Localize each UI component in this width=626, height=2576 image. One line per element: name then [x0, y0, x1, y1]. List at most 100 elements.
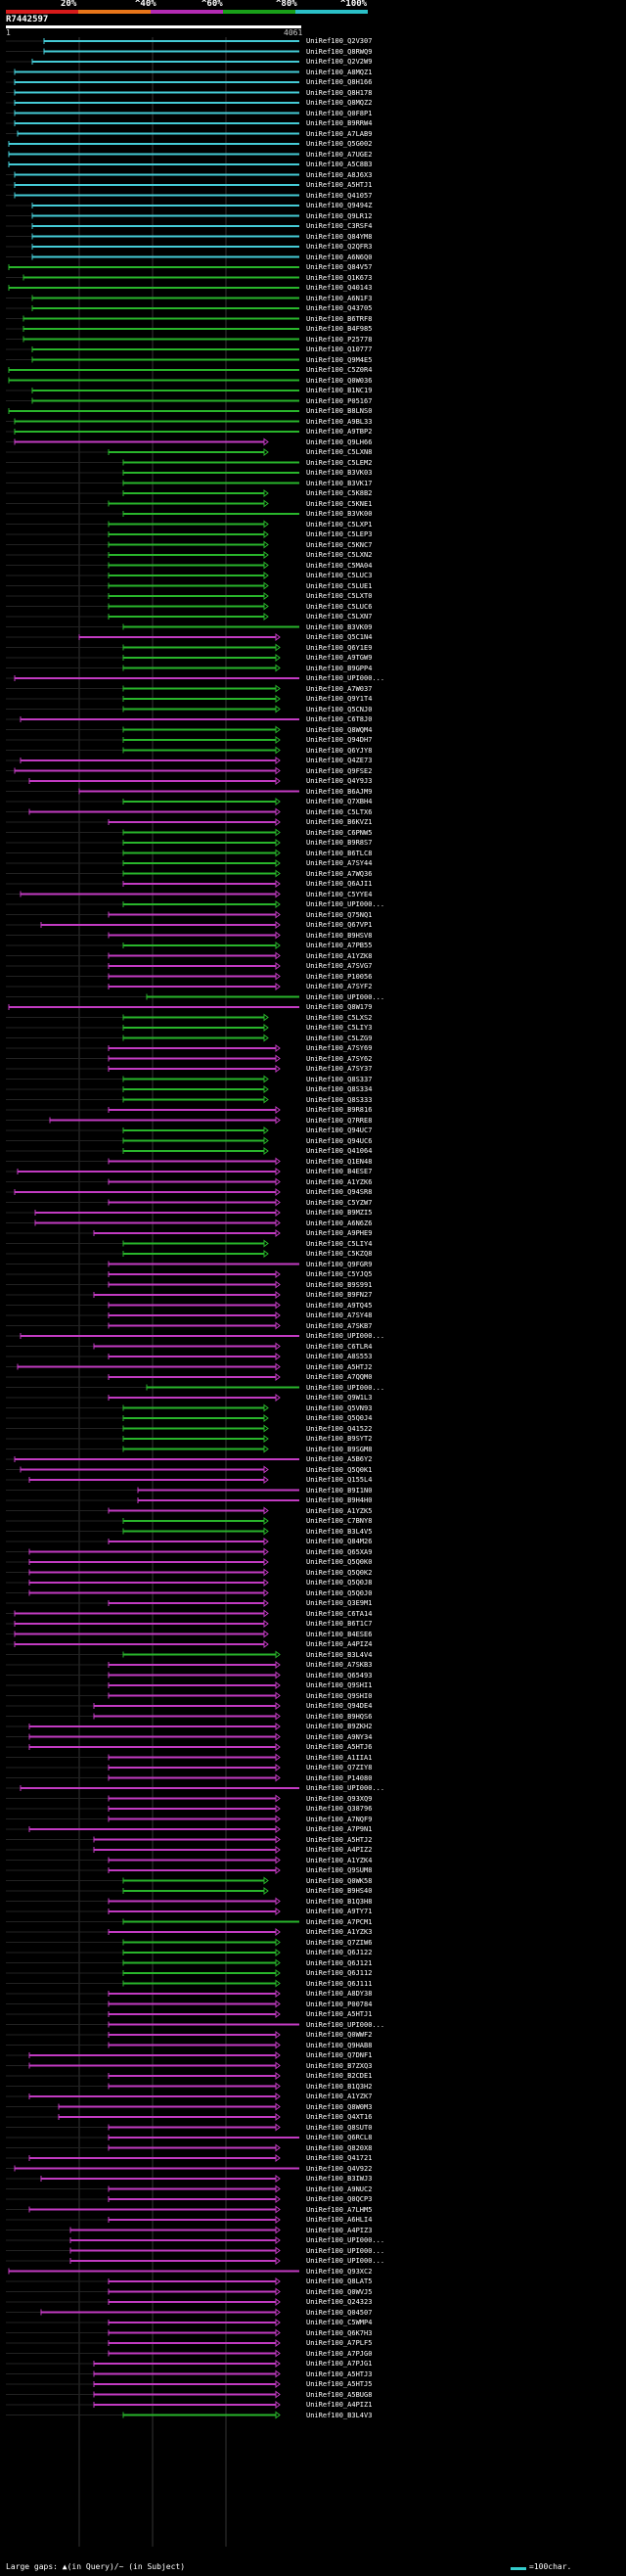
hit-label[interactable]: UniRef100_B4ESE6 — [306, 1630, 373, 1638]
hit-label[interactable]: UniRef100_B1Q3H2 — [306, 2082, 373, 2091]
hit-label[interactable]: UniRef100_Q5Q0K2 — [306, 1568, 373, 1577]
hit-label[interactable]: UniRef100_Q8S334 — [306, 1085, 373, 1093]
hit-label[interactable]: UniRef100_B2CDE1 — [306, 2072, 373, 2080]
hit-label[interactable]: UniRef100_Q41057 — [306, 191, 373, 200]
hit-label[interactable]: UniRef100_A5HTJ1 — [306, 2010, 373, 2018]
hit-label[interactable]: UniRef100_Q1K673 — [306, 273, 373, 282]
hit-label[interactable]: UniRef100_Q9FSE2 — [306, 766, 373, 775]
hit-label[interactable]: UniRef100_A7PJG1 — [306, 2360, 373, 2368]
hit-label[interactable]: UniRef100_C3RSF4 — [306, 222, 373, 230]
hit-label[interactable]: UniRef100_A7PJG0 — [306, 2349, 373, 2358]
hit-label[interactable]: UniRef100_Q65493 — [306, 1671, 373, 1679]
hit-label[interactable]: UniRef100_C5LUC6 — [306, 602, 373, 611]
hit-label[interactable]: UniRef100_B9R8S7 — [306, 839, 373, 847]
hit-label[interactable]: UniRef100_A7SY44 — [306, 859, 373, 867]
hit-label[interactable]: UniRef100_B9ZKH2 — [306, 1723, 373, 1730]
hit-label[interactable]: UniRef100_Q5G002 — [306, 140, 373, 148]
hit-label[interactable]: UniRef100_A7SY48 — [306, 1311, 373, 1319]
hit-label[interactable]: UniRef100_A1YZK7 — [306, 2093, 373, 2100]
hit-label[interactable]: UniRef100_C5KZQ8 — [306, 1250, 373, 1258]
hit-label[interactable]: UniRef100_Q5Q0K0 — [306, 1558, 373, 1566]
hit-label[interactable]: UniRef100_A1IIA1 — [306, 1753, 373, 1762]
hit-label[interactable]: UniRef100_Q5Q0J4 — [306, 1414, 373, 1422]
hit-label[interactable]: UniRef100_B6KVZ1 — [306, 818, 373, 826]
hit-label[interactable]: UniRef100_Q7DNF1 — [306, 2051, 373, 2059]
hit-label[interactable]: UniRef100_Q8W0M3 — [306, 2102, 373, 2111]
hit-label[interactable]: UniRef100_A7SY37 — [306, 1065, 373, 1073]
hit-label[interactable]: UniRef100_Q9SHI1 — [306, 1681, 373, 1689]
hit-label[interactable]: UniRef100_Q24323 — [306, 2298, 373, 2306]
hit-label[interactable]: UniRef100_Q0F8P1 — [306, 109, 373, 117]
hit-label[interactable]: UniRef100_A7LAB9 — [306, 129, 373, 138]
hit-label[interactable]: UniRef100_C5MA04 — [306, 561, 373, 570]
hit-label[interactable]: UniRef100_Q6YJY8 — [306, 746, 373, 755]
hit-label[interactable]: UniRef100_B8LNS0 — [306, 407, 373, 415]
hit-label[interactable]: UniRef100_Q40143 — [306, 284, 373, 292]
hit-label[interactable]: UniRef100_A5HTJ2 — [306, 1362, 373, 1371]
hit-label[interactable]: UniRef100_A6N6Q0 — [306, 253, 373, 261]
hit-label[interactable]: UniRef100_Q3E9M1 — [306, 1599, 373, 1607]
hit-label[interactable]: UniRef100_Q9FGR9 — [306, 1260, 373, 1268]
hit-label[interactable]: UniRef100_B9SYT2 — [306, 1435, 373, 1443]
hit-label[interactable]: UniRef100_A7UGE2 — [306, 150, 373, 159]
hit-label[interactable]: UniRef100_A9TGW9 — [306, 654, 373, 662]
hit-label[interactable]: UniRef100_C5LXN8 — [306, 448, 373, 456]
hit-label[interactable]: UniRef100_B9SGM8 — [306, 1445, 373, 1453]
hit-label[interactable]: UniRef100_A7W037 — [306, 684, 373, 693]
hit-label[interactable]: UniRef100_A7PLF5 — [306, 2339, 373, 2347]
hit-label[interactable]: UniRef100_Q5Q0K1 — [306, 1465, 373, 1474]
hit-label[interactable]: UniRef100_Q2QFR3 — [306, 243, 373, 251]
hit-label[interactable]: UniRef100_UPI000... — [306, 992, 385, 1001]
hit-label[interactable]: UniRef100_Q0W036 — [306, 376, 373, 385]
hit-label[interactable]: UniRef100_A4PIZ2 — [306, 1846, 373, 1854]
hit-label[interactable]: UniRef100_A1YZK3 — [306, 1928, 373, 1936]
hit-label[interactable]: UniRef100_B9MZI5 — [306, 1209, 373, 1217]
hit-label[interactable]: UniRef100_A1YZK5 — [306, 1506, 373, 1515]
hit-label[interactable]: UniRef100_B6TLC8 — [306, 849, 373, 857]
hit-label[interactable]: UniRef100_Q4ZE73 — [306, 757, 373, 764]
hit-label[interactable]: UniRef100_A9BL33 — [306, 417, 373, 426]
hit-label[interactable]: UniRef100_Q0QCP3 — [306, 2195, 373, 2203]
hit-label[interactable]: UniRef100_C5LZG9 — [306, 1034, 373, 1042]
hit-label[interactable]: UniRef100_Q5VN93 — [306, 1403, 373, 1412]
hit-label[interactable]: UniRef100_Q8SUT0 — [306, 2123, 373, 2132]
hit-label[interactable]: UniRef100_B9S991 — [306, 1280, 373, 1289]
hit-label[interactable]: UniRef100_Q94UC6 — [306, 1136, 373, 1145]
hit-label[interactable]: UniRef100_B9RRW4 — [306, 119, 373, 127]
hit-label[interactable]: UniRef100_B6AJM9 — [306, 787, 373, 796]
hit-label[interactable]: UniRef100_A7NQF9 — [306, 1815, 373, 1823]
hit-label[interactable]: UniRef100_B9I1N0 — [306, 1486, 373, 1495]
hit-label[interactable]: UniRef100_A7SYF2 — [306, 983, 373, 990]
hit-label[interactable]: UniRef100_Q38796 — [306, 1805, 373, 1813]
hit-label[interactable]: UniRef100_B3L4V5 — [306, 1527, 373, 1536]
hit-label[interactable]: UniRef100_C6TLR4 — [306, 1342, 373, 1351]
hit-label[interactable]: UniRef100_A5HTJ3 — [306, 2369, 373, 2378]
hit-label[interactable]: UniRef100_Q155L4 — [306, 1476, 373, 1484]
hit-label[interactable]: UniRef100_B3L4V3 — [306, 2411, 373, 2419]
hit-label[interactable]: UniRef100_UPI000... — [306, 1332, 385, 1340]
hit-label[interactable]: UniRef100_Q6J122 — [306, 1949, 373, 1956]
hit-label[interactable]: UniRef100_UPI000... — [306, 674, 385, 682]
hit-label[interactable]: UniRef100_A1YZK8 — [306, 951, 373, 960]
hit-label[interactable]: UniRef100_Q10777 — [306, 345, 373, 353]
hit-label[interactable]: UniRef100_UPI000... — [306, 1784, 385, 1792]
hit-label[interactable]: UniRef100_C5LIY4 — [306, 1239, 373, 1248]
hit-label[interactable]: UniRef100_Q8W179 — [306, 1003, 373, 1011]
hit-label[interactable]: UniRef100_Q94DH7 — [306, 736, 373, 744]
hit-label[interactable]: UniRef100_C5WMP4 — [306, 2319, 373, 2326]
hit-label[interactable]: UniRef100_A5B6Y2 — [306, 1455, 373, 1463]
hit-label[interactable]: UniRef100_C5YJQ5 — [306, 1270, 373, 1278]
hit-label[interactable]: UniRef100_Q5Q0J8 — [306, 1579, 373, 1587]
hit-label[interactable]: UniRef100_Q6AJI1 — [306, 880, 373, 888]
hit-label[interactable]: UniRef100_P10056 — [306, 972, 373, 981]
hit-label[interactable]: UniRef100_UPI000... — [306, 1383, 385, 1392]
hit-label[interactable]: UniRef100_A9TBP2 — [306, 428, 373, 436]
hit-label[interactable]: UniRef100_C6PNW5 — [306, 828, 373, 837]
hit-label[interactable]: UniRef100_B6TRF8 — [306, 314, 373, 323]
hit-label[interactable]: UniRef100_A9NUC2 — [306, 2185, 373, 2193]
hit-label[interactable]: UniRef100_A7WQ36 — [306, 869, 373, 878]
hit-label[interactable]: UniRef100_Q6J111 — [306, 1979, 373, 1988]
hit-label[interactable]: UniRef100_A7SY69 — [306, 1044, 373, 1052]
hit-label[interactable]: UniRef100_A5HTJ2 — [306, 1835, 373, 1844]
hit-label[interactable]: UniRef100_Q94UC7 — [306, 1127, 373, 1134]
